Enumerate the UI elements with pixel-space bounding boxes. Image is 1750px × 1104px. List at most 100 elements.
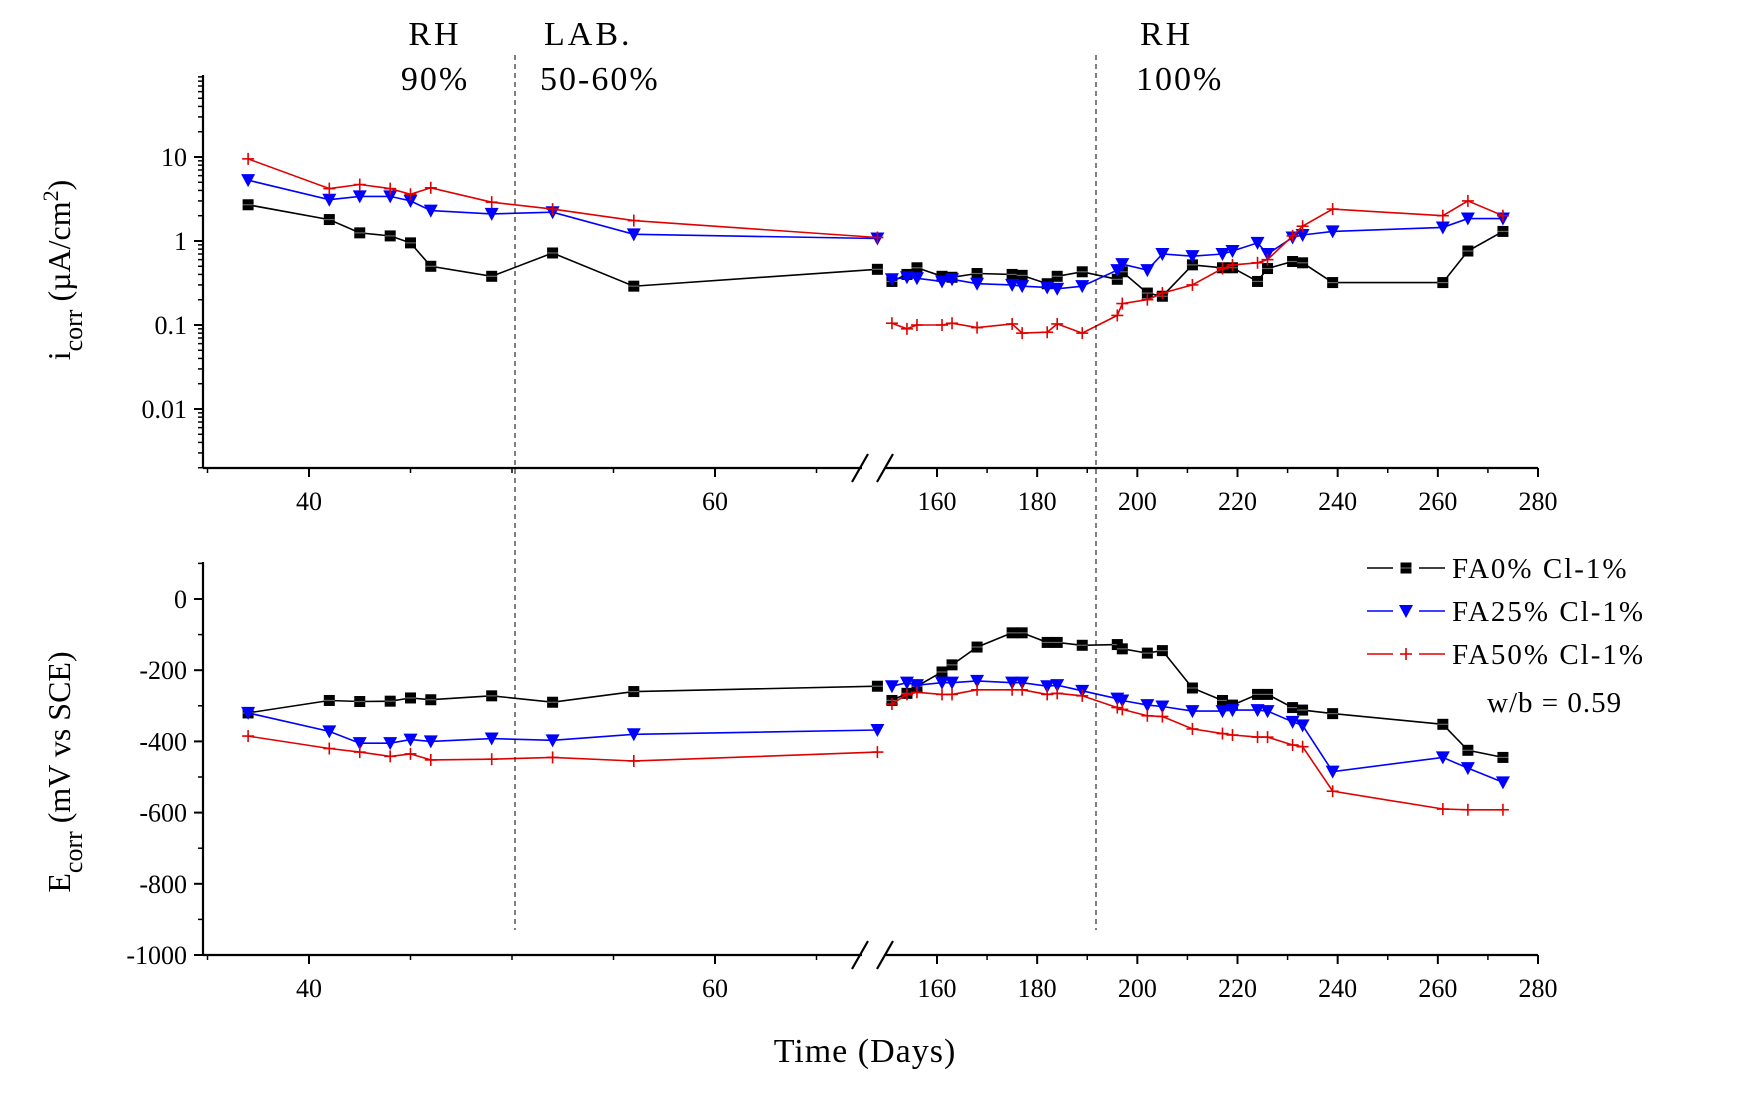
ecorr-y-label-text: Ecorr (mV vs SCE) bbox=[41, 651, 88, 892]
top-x-tick-label: 200 bbox=[1118, 487, 1157, 516]
legend-marker bbox=[1399, 605, 1413, 618]
bottom-data-point bbox=[945, 676, 960, 690]
bottom-series-line bbox=[247, 735, 878, 762]
bottom-data-point bbox=[970, 674, 985, 688]
top-data-point bbox=[1115, 258, 1130, 272]
top-data-point bbox=[970, 277, 985, 291]
phase-annotation-line2: 100% bbox=[1136, 61, 1223, 98]
top-data-point bbox=[423, 204, 438, 218]
phase-annotation-line1: LAB. bbox=[544, 16, 633, 53]
bottom-data-point bbox=[323, 742, 336, 755]
bottom-data-point bbox=[1111, 701, 1124, 714]
bottom-y-tick-label: 0 bbox=[174, 585, 187, 614]
top-data-point bbox=[484, 207, 499, 221]
bottom-data-point bbox=[1076, 639, 1088, 651]
top-data-point bbox=[1111, 273, 1123, 285]
bottom-data-point bbox=[1016, 683, 1029, 696]
top-data-point bbox=[1186, 278, 1199, 291]
bottom-series-line bbox=[247, 685, 878, 714]
top-data-point bbox=[910, 319, 923, 331]
top-data-point bbox=[1436, 209, 1449, 222]
top-x-tick-label: 180 bbox=[1018, 487, 1057, 516]
bottom-data-point bbox=[1156, 645, 1168, 657]
bottom-data-point bbox=[1155, 700, 1170, 714]
bottom-series-line bbox=[891, 631, 1504, 759]
top-data-point bbox=[322, 193, 337, 207]
bottom-x-tick-label: 260 bbox=[1418, 974, 1457, 1003]
top-data-point bbox=[884, 273, 899, 287]
top-data-point bbox=[1460, 212, 1475, 226]
bottom-data-point bbox=[403, 733, 418, 747]
bottom-data-point bbox=[971, 683, 984, 696]
bottom-y-tick-label: -600 bbox=[139, 799, 187, 828]
bottom-data-point bbox=[1297, 704, 1309, 716]
top-data-point bbox=[1327, 277, 1339, 289]
top-data-point bbox=[945, 273, 960, 287]
bottom-data-point bbox=[1436, 803, 1449, 816]
bottom-series-line bbox=[247, 712, 878, 745]
top-data-point bbox=[936, 319, 949, 331]
top-data-point bbox=[1462, 245, 1474, 257]
top-data-point bbox=[1051, 270, 1063, 282]
top-data-point bbox=[1286, 229, 1299, 242]
bottom-data-point bbox=[1141, 647, 1153, 659]
top-data-point bbox=[1111, 309, 1124, 322]
bottom-data-point bbox=[384, 750, 397, 763]
phase-annotation-line2: 50-60% bbox=[540, 61, 660, 98]
top-data-point bbox=[628, 280, 640, 292]
top-data-point bbox=[1040, 281, 1055, 295]
bottom-data-point bbox=[1497, 751, 1509, 763]
top-data-point bbox=[352, 190, 367, 204]
bottom-data-point bbox=[1460, 762, 1475, 776]
bottom-data-point bbox=[423, 735, 438, 749]
top-x-tick-label: 260 bbox=[1418, 487, 1457, 516]
top-data-point bbox=[1325, 225, 1340, 239]
phase-annotation-line1: RH bbox=[408, 16, 461, 53]
legend-marker bbox=[1400, 562, 1412, 574]
bottom-data-point bbox=[352, 737, 367, 751]
top-data-point bbox=[1006, 317, 1019, 330]
top-data-point bbox=[871, 231, 884, 244]
x-axis-title: Time (Days) bbox=[774, 1033, 957, 1070]
bottom-data-point bbox=[1141, 709, 1154, 722]
bottom-data-point bbox=[1050, 679, 1065, 693]
top-data-point bbox=[1261, 253, 1274, 266]
top-data-point bbox=[547, 247, 559, 259]
bottom-data-point bbox=[1437, 718, 1449, 730]
icorr-y-label: icorr (µA/cm2) bbox=[38, 180, 88, 361]
phase-annotation-line1: RH bbox=[1140, 16, 1193, 53]
top-series-2 bbox=[242, 152, 1509, 340]
bottom-data-point bbox=[1185, 705, 1200, 719]
bottom-series-line bbox=[891, 680, 1504, 784]
top-data-point bbox=[384, 230, 396, 242]
bottom-data-point bbox=[1156, 710, 1169, 723]
top-x-tick-label: 160 bbox=[918, 487, 957, 516]
ecorr-y-label: Ecorr (mV vs SCE) bbox=[41, 651, 88, 892]
top-data-point bbox=[323, 182, 336, 195]
top-data-point bbox=[1295, 228, 1310, 242]
top-axis-break-mark bbox=[851, 453, 869, 483]
bottom-data-point bbox=[871, 680, 883, 692]
top-series-1 bbox=[241, 174, 1510, 296]
bottom-data-point bbox=[884, 680, 899, 694]
top-data-point bbox=[909, 272, 924, 286]
bottom-data-point bbox=[1040, 680, 1055, 694]
bottom-series-0 bbox=[242, 627, 1509, 763]
legend-note: w/b = 0.59 bbox=[1487, 687, 1622, 719]
top-data-point bbox=[403, 194, 418, 208]
ecorr-panel: 0 -200 -400 -600 -800 -1000 40 60 160 180 200 220 24… bbox=[41, 562, 1558, 1070]
top-data-point bbox=[627, 214, 640, 227]
top-data-point bbox=[1050, 282, 1065, 296]
top-series-line bbox=[247, 204, 878, 288]
bottom-data-point bbox=[936, 688, 949, 701]
bottom-data-point bbox=[1015, 676, 1030, 690]
top-data-point bbox=[1216, 262, 1229, 275]
top-data-point bbox=[425, 260, 437, 272]
top-data-point bbox=[1156, 287, 1169, 300]
bottom-data-point bbox=[353, 746, 366, 759]
bottom-data-point bbox=[1006, 627, 1018, 639]
bottom-data-point bbox=[1262, 688, 1274, 700]
top-y-tick-label: 10 bbox=[161, 143, 187, 172]
top-data-point bbox=[911, 262, 923, 274]
